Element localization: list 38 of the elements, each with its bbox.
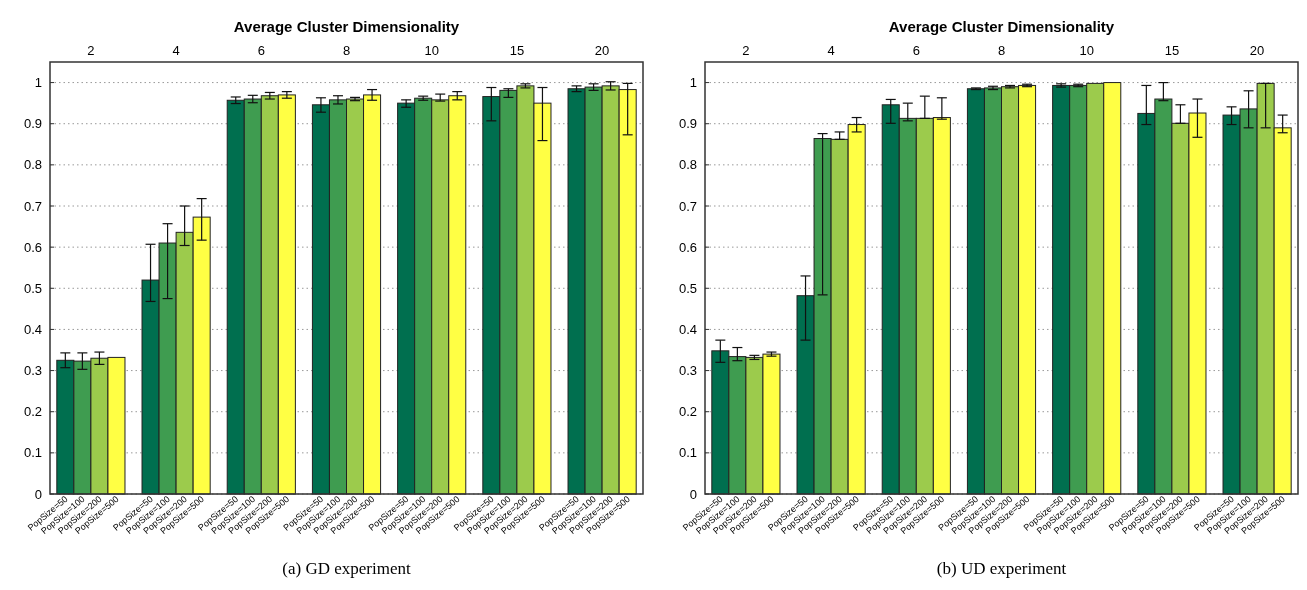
- text: (b) UD experiment: [936, 559, 1067, 578]
- x-tick-label: 4: [827, 43, 835, 58]
- x-tick-label: 10: [1079, 43, 1094, 58]
- y-tick-label: 0.2: [23, 404, 42, 420]
- y-tick-label: 0.9: [678, 116, 697, 132]
- x-tick-label: 20: [1249, 43, 1265, 58]
- x-tick-label: 6: [912, 43, 920, 58]
- y-tick-label: 0.6: [23, 239, 42, 255]
- x-tick-label: 4: [172, 43, 180, 58]
- x-tick-label: 8: [342, 43, 351, 58]
- y-tick-label: 0.1: [678, 445, 697, 461]
- y-tick-label: 0.7: [678, 198, 697, 214]
- y-tick-label: 1: [34, 75, 42, 91]
- x-tick-label: 15: [509, 43, 525, 58]
- x-axis-title: Average Cluster Dimensionality: [233, 18, 460, 35]
- y-tick-label: 0.1: [23, 445, 42, 461]
- x-tick-label: 20: [594, 43, 610, 58]
- x-tick-label: 15: [1164, 43, 1180, 58]
- y-tick-label: 0.3: [23, 363, 42, 379]
- x-tick-label: 2: [742, 43, 750, 58]
- y-tick-label: 0.6: [678, 239, 697, 255]
- y-tick-label: 0.5: [678, 280, 697, 296]
- y-tick-label: 0.9: [23, 116, 42, 132]
- y-tick-label: 0.4: [23, 321, 42, 337]
- y-tick-label: 0.7: [23, 198, 42, 214]
- x-tick-label: 8: [997, 43, 1006, 58]
- y-tick-label: 0.8: [678, 157, 697, 173]
- x-tick-label: 6: [257, 43, 265, 58]
- y-tick-label: 0.8: [23, 157, 42, 173]
- x-tick-label: 2: [87, 43, 95, 58]
- y-tick-label: 0.5: [23, 280, 42, 296]
- x-tick-label: 10: [424, 43, 439, 58]
- y-tick-label: 0.2: [678, 404, 697, 420]
- y-tick-label: 0.3: [678, 363, 697, 379]
- x-axis-title: Average Cluster Dimensionality: [888, 18, 1115, 35]
- text: (a) GD experiment: [282, 559, 411, 578]
- y-tick-label: 0.4: [678, 321, 697, 337]
- y-tick-label: 1: [689, 75, 697, 91]
